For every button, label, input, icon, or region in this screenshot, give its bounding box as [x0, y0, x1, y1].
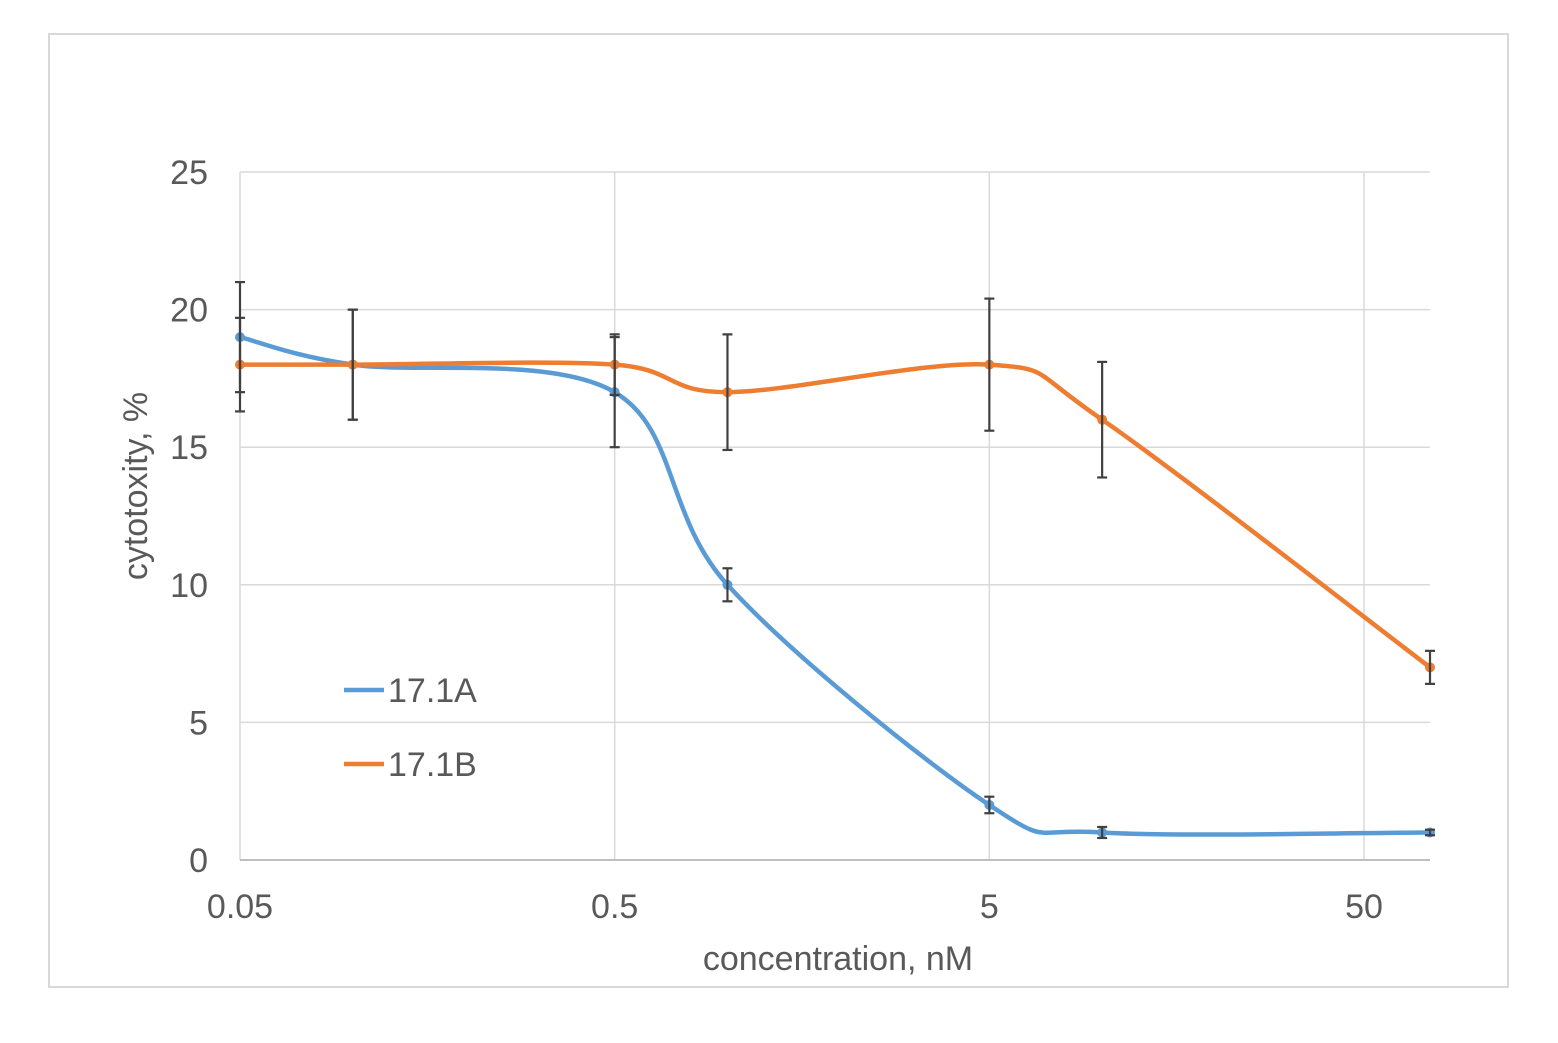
x-axis-title: concentration, nM: [703, 940, 973, 978]
legend-label-17-1a: 17.1A: [388, 672, 477, 710]
error-bar-17-1b: [609, 333, 620, 397]
tick-labels: 0 5 10 15 20 25 0.05 0.5 5 50: [170, 154, 1383, 926]
y-tick-label: 5: [189, 704, 208, 742]
legend-item-17-1a: 17.1A: [344, 672, 477, 710]
chart-frame: 0 5 10 15 20 25 0.05 0.5 5 50 concentration, nM c…: [48, 33, 1509, 988]
chart-plot: 0 5 10 15 20 25 0.05 0.5 5 50 concentration, nM c…: [117, 154, 1435, 978]
error-bar-17-1b: [347, 308, 358, 421]
y-tick-label: 10: [170, 567, 208, 605]
x-tick-label: 5: [980, 888, 999, 926]
legend-label-17-1b: 17.1B: [388, 746, 477, 784]
error-bar-17-1a: [1097, 825, 1108, 840]
x-tick-label: 50: [1345, 888, 1383, 926]
y-tick-label: 20: [170, 292, 208, 330]
series-line-17-1b: [237, 360, 1433, 670]
error-bar-17-1b: [1097, 360, 1108, 479]
legend-item-17-1b: 17.1B: [344, 746, 477, 784]
series-line-17-1a: [237, 334, 1433, 837]
error-bar-17-1a: [984, 795, 995, 815]
error-bar-17-1b: [235, 316, 245, 413]
x-tick-label: 0.05: [207, 888, 273, 926]
y-axis-title: cytotoxity, %: [117, 392, 155, 580]
y-tick-label: 0: [189, 842, 208, 880]
error-bar-17-1b: [722, 333, 733, 452]
error-bar-17-1a: [1425, 828, 1435, 837]
error-bar-17-1b: [984, 297, 995, 432]
legend: 17.1A 17.1B: [344, 672, 477, 784]
y-tick-label: 15: [170, 429, 208, 467]
error-bars: [235, 280, 1435, 840]
x-tick-label: 0.5: [591, 888, 638, 926]
error-bar-17-1b: [1425, 649, 1435, 685]
y-tick-label: 25: [170, 154, 208, 192]
error-bar-17-1a: [722, 567, 733, 603]
